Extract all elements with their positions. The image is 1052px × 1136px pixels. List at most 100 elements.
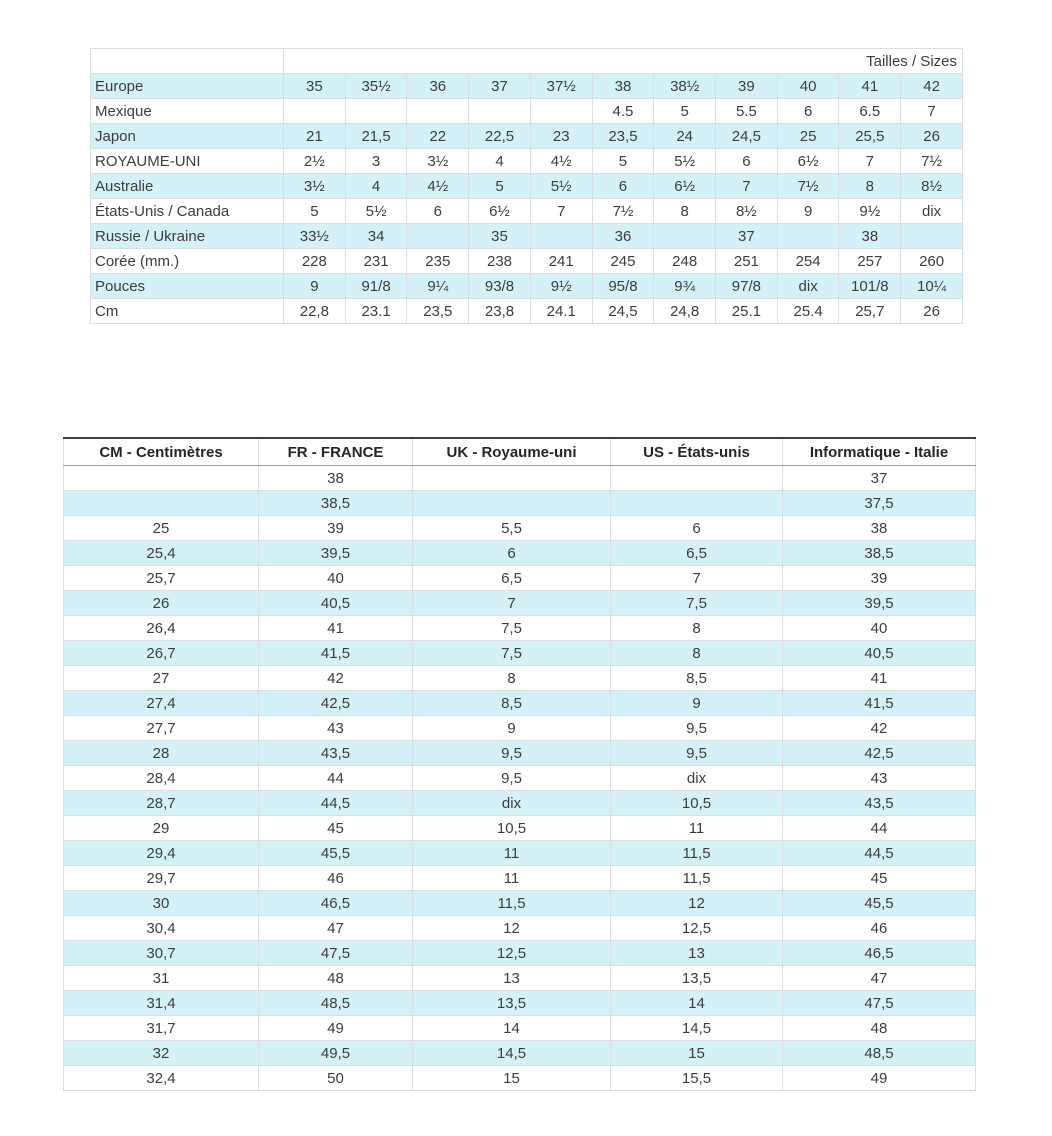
size-cell: 41,5 [782, 690, 976, 716]
size-cell: 25,4 [63, 540, 259, 566]
size-cell: 41,5 [258, 640, 413, 666]
size-cell: 9,5 [610, 740, 783, 766]
size-cell: 37 [715, 223, 778, 249]
size-cell: 46 [258, 865, 413, 891]
size-cell: 9,5 [412, 740, 611, 766]
size-cell: 30,4 [63, 915, 259, 941]
size-cell: 228 [283, 248, 346, 274]
size-cell: 39 [258, 515, 413, 541]
size-cell: 34 [344, 223, 408, 249]
size-cell: 43 [782, 765, 976, 791]
size-cell: 4 [344, 173, 408, 199]
column-header: CM - Centimètres [63, 437, 259, 466]
row-label: Cm [90, 298, 284, 324]
size-cell: 36 [591, 223, 655, 249]
size-cell: 24.1 [529, 298, 593, 324]
size-cell: 42,5 [258, 690, 413, 716]
size-cell: 13 [610, 940, 783, 966]
size-cell: 97/8 [715, 273, 778, 299]
size-cell: 8,5 [412, 690, 611, 716]
size-cell: 24,5 [591, 298, 655, 324]
size-cell: 8 [610, 640, 783, 666]
size-cell: 3 [344, 148, 408, 174]
size-cell: 7 [529, 198, 593, 224]
size-cell: dix [610, 765, 783, 791]
size-cell: 11,5 [610, 865, 783, 891]
bottom-table-row: 32,4 50 15 15,5 49 [63, 1065, 976, 1091]
size-cell: 101/8 [838, 273, 902, 299]
size-cell: 8½ [715, 198, 778, 224]
size-cell: 46 [782, 915, 976, 941]
size-cell: 7 [900, 98, 963, 124]
size-cell: 31,7 [63, 1015, 259, 1041]
bottom-table-row: 31,4 48,5 13,5 14 47,5 [63, 990, 976, 1016]
bottom-table-row: 31,7 49 14 14,5 48 [63, 1015, 976, 1041]
size-cell: 14 [610, 990, 783, 1016]
size-cell: 8 [610, 615, 783, 641]
bottom-table-row: 27 42 8 8,5 41 [63, 665, 976, 691]
size-cell: 41 [838, 73, 902, 99]
size-cell: 45,5 [782, 890, 976, 916]
size-cell: 257 [838, 248, 902, 274]
size-cell: 32 [63, 1040, 259, 1066]
size-cell: 12 [610, 890, 783, 916]
size-cell [406, 223, 470, 249]
size-cell: 30 [63, 890, 259, 916]
size-cell: 7½ [900, 148, 963, 174]
size-cell: 5.5 [715, 98, 778, 124]
size-cell: 231 [344, 248, 408, 274]
size-cell: 38 [258, 465, 413, 491]
size-cell: 248 [653, 248, 717, 274]
size-cell: 12 [412, 915, 611, 941]
size-cell: 9½ [529, 273, 593, 299]
size-cell: 26 [900, 298, 963, 324]
size-cell: 6 [591, 173, 655, 199]
size-cell: 44,5 [258, 790, 413, 816]
size-cell: 31,4 [63, 990, 259, 1016]
size-cell [63, 465, 259, 491]
size-cell: 11 [610, 815, 783, 841]
size-cell: 10,5 [610, 790, 783, 816]
size-cell: 93/8 [468, 273, 531, 299]
size-cell: 37,5 [782, 490, 976, 516]
size-cell: 22,5 [468, 123, 531, 149]
bottom-table-row: 30,4 47 12 12,5 46 [63, 915, 976, 941]
size-cell: 9 [283, 273, 346, 299]
bottom-table-row: 26 40,5 7 7,5 39,5 [63, 590, 976, 616]
bottom-table-row: 31 48 13 13,5 47 [63, 965, 976, 991]
cm-fr-uk-us-it-sizes-table: CM - Centimètres FR - FRANCE UK - Royaume-… [63, 437, 976, 1091]
size-cell: 42 [258, 665, 413, 691]
size-cell: 26 [63, 590, 259, 616]
bottom-table-row: 28 43,5 9,5 9,5 42,5 [63, 740, 976, 766]
size-cell: dix [776, 273, 840, 299]
size-cell: 5½ [344, 198, 408, 224]
size-cell: 5,5 [412, 515, 611, 541]
size-cell: 9,5 [610, 715, 783, 741]
size-cell: 4 [468, 148, 531, 174]
size-cell: 26 [900, 123, 963, 149]
size-cell: 15,5 [610, 1065, 783, 1091]
size-cell: 12,5 [412, 940, 611, 966]
bottom-table-row: 32 49,5 14,5 15 48,5 [63, 1040, 976, 1066]
size-cell: 39,5 [782, 590, 976, 616]
size-cell: 46,5 [782, 940, 976, 966]
bottom-table-row: 30 46,5 11,5 12 45,5 [63, 890, 976, 916]
size-cell: 5 [653, 98, 717, 124]
size-cell: 33½ [283, 223, 346, 249]
size-cell: 5½ [653, 148, 717, 174]
size-cell: 7 [838, 148, 902, 174]
row-label: Mexique [90, 98, 284, 124]
size-cell: 2½ [283, 148, 346, 174]
size-cell: 10,5 [412, 815, 611, 841]
top-table-row: Japon 21 21,5 22 22,5 23 23,5 24 24,5 25 25,5 26 [90, 123, 963, 149]
size-cell: 28,4 [63, 765, 259, 791]
bottom-table-row: 28,4 44 9,5 dix 43 [63, 765, 976, 791]
size-cell: 44 [258, 765, 413, 791]
row-label: Europe [90, 73, 284, 99]
size-cell: 25,7 [63, 565, 259, 591]
size-cell: 7 [715, 173, 778, 199]
size-cell: 5 [468, 173, 531, 199]
size-cell: 14,5 [412, 1040, 611, 1066]
size-cell: 4½ [406, 173, 470, 199]
size-cell: 9½ [838, 198, 902, 224]
